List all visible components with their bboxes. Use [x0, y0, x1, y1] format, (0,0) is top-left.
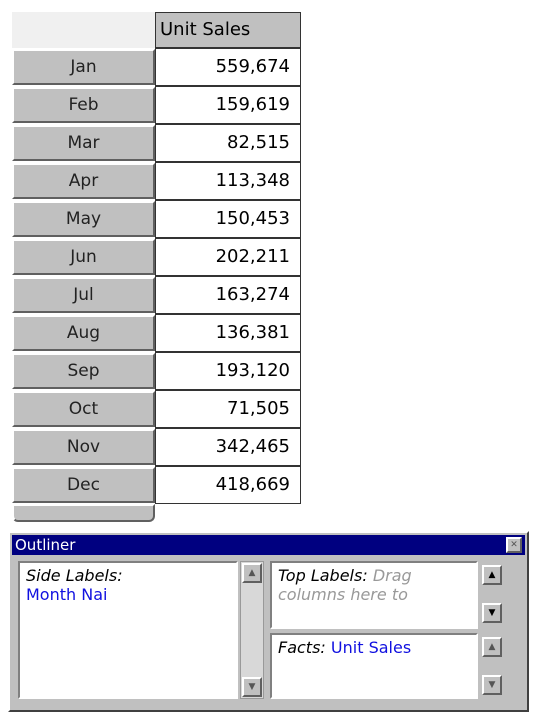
row-label[interactable]: Jan: [12, 49, 155, 85]
cell: 113,348: [155, 162, 301, 200]
outliner: Outliner ✕ Side Labels: Month Nai ▲ ▼ To…: [8, 531, 529, 712]
facts-pane: Facts: Unit Sales: [270, 633, 478, 699]
facts-label: Facts:: [278, 638, 326, 657]
top-up[interactable]: ▲: [482, 565, 502, 585]
row-label[interactable]: Dec: [12, 467, 155, 503]
title-bar: Outliner: [12, 535, 525, 555]
facts-up[interactable]: ▲: [482, 637, 502, 657]
cell: 202,211: [155, 238, 301, 276]
cell: 82,515: [155, 124, 301, 162]
row-label[interactable]: Oct: [12, 391, 155, 427]
cell: 136,381: [155, 314, 301, 352]
row-label[interactable]: Jul: [12, 277, 155, 313]
top-labels: Top Labels:: [278, 566, 368, 585]
facts-value: Unit Sales: [330, 638, 412, 657]
column-header[interactable]: Unit Sales: [155, 12, 301, 48]
cell: 150,453: [155, 200, 301, 238]
title: Outliner: [15, 536, 76, 554]
cell: 163,274: [155, 276, 301, 314]
top-hint: Drag columns here to: [278, 566, 412, 604]
row-label[interactable]: Aug: [12, 315, 155, 351]
row-label[interactable]: Apr: [12, 163, 155, 199]
cell: 342,465: [155, 428, 301, 466]
row-label[interactable]: May: [12, 201, 155, 237]
cell: 71,505: [155, 390, 301, 428]
side-scrollbar: [240, 561, 264, 699]
corner: [12, 12, 155, 48]
close-button[interactable]: ✕: [506, 537, 522, 553]
row-label[interactable]: Feb: [12, 87, 155, 123]
scroll-down[interactable]: ▼: [242, 677, 262, 697]
row-footer: [12, 504, 155, 522]
top-pane: Top Labels: Drag columns here to: [270, 561, 478, 629]
top-down[interactable]: ▼: [482, 603, 502, 623]
row-label[interactable]: Nov: [12, 429, 155, 465]
row-label[interactable]: Mar: [12, 125, 155, 161]
side-labels: Side Labels:: [26, 566, 123, 585]
cell: 559,674: [155, 48, 301, 86]
row-label[interactable]: Jun: [12, 239, 155, 275]
cell: 418,669: [155, 466, 301, 504]
side-pane: Side Labels: Month Nai: [18, 561, 238, 699]
facts-down[interactable]: ▼: [482, 675, 502, 695]
cell: 193,120: [155, 352, 301, 390]
side-value: Month Nai: [26, 585, 108, 604]
row-label[interactable]: Sep: [12, 353, 155, 389]
cell: 159,619: [155, 86, 301, 124]
scroll-up[interactable]: ▲: [242, 563, 262, 583]
